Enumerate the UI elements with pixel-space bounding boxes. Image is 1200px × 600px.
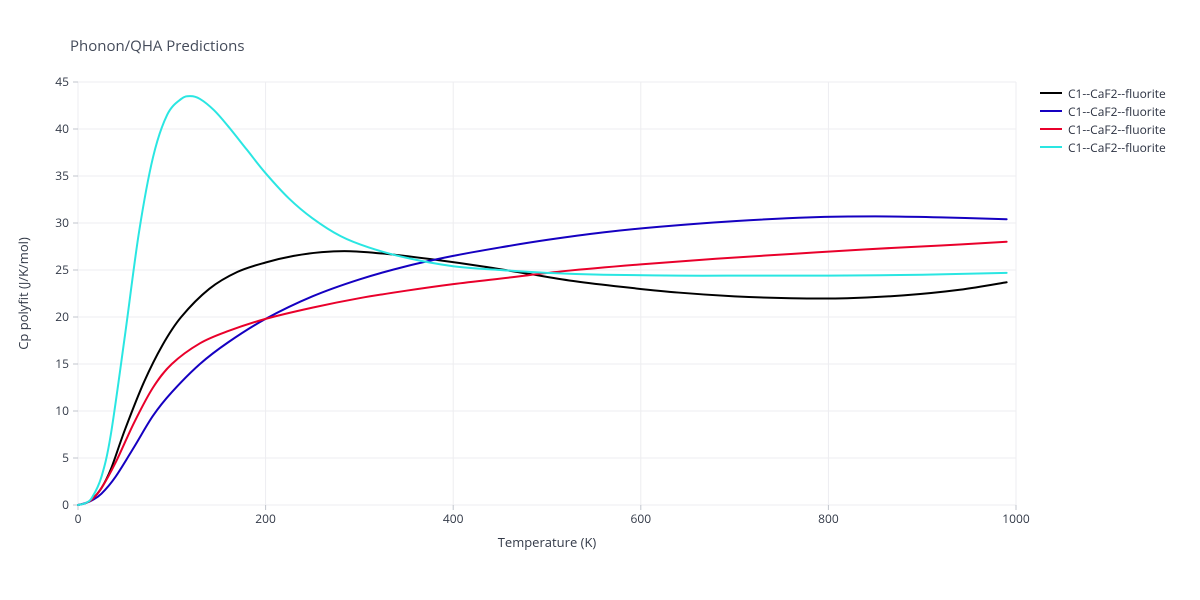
legend-item[interactable]: C1--CaF2--fluorite <box>1040 102 1166 120</box>
svg-text:45: 45 <box>55 73 69 90</box>
legend-label: C1--CaF2--fluorite <box>1068 103 1166 120</box>
chart-plot: 0 200 400 600 800 1000 0 5 10 15 20 25 30 35 40 45 Tempe… <box>0 0 1200 600</box>
svg-text:600: 600 <box>631 510 652 527</box>
legend-item[interactable]: C1--CaF2--fluorite <box>1040 120 1166 138</box>
legend-item[interactable]: C1--CaF2--fluorite <box>1040 84 1166 102</box>
svg-text:5: 5 <box>62 449 69 466</box>
svg-text:35: 35 <box>55 167 69 184</box>
legend-label: C1--CaF2--fluorite <box>1068 85 1166 102</box>
svg-text:20: 20 <box>55 308 69 325</box>
legend-label: C1--CaF2--fluorite <box>1068 121 1166 138</box>
svg-text:25: 25 <box>55 261 69 278</box>
svg-text:0: 0 <box>62 496 69 513</box>
chart-title: Phonon/QHA Predictions <box>70 36 245 56</box>
legend-swatch <box>1040 92 1062 94</box>
svg-text:40: 40 <box>55 120 69 137</box>
legend: C1--CaF2--fluoriteC1--CaF2--fluoriteC1--… <box>1040 84 1166 156</box>
svg-text:400: 400 <box>443 510 464 527</box>
svg-text:200: 200 <box>255 510 276 527</box>
legend-swatch <box>1040 128 1062 130</box>
svg-text:0: 0 <box>75 510 82 527</box>
svg-text:Cp polyfit (J/K/mol): Cp polyfit (J/K/mol) <box>14 237 32 350</box>
svg-text:15: 15 <box>55 355 69 372</box>
legend-item[interactable]: C1--CaF2--fluorite <box>1040 138 1166 156</box>
legend-swatch <box>1040 110 1062 112</box>
svg-text:10: 10 <box>55 402 69 419</box>
svg-text:30: 30 <box>55 214 69 231</box>
svg-text:800: 800 <box>818 510 839 527</box>
svg-text:Temperature (K): Temperature (K) <box>498 533 597 551</box>
legend-swatch <box>1040 146 1062 148</box>
legend-label: C1--CaF2--fluorite <box>1068 139 1166 156</box>
chart-container: Phonon/QHA Predictions 02004006008001000… <box>0 0 1200 600</box>
svg-text:1000: 1000 <box>1002 510 1030 527</box>
